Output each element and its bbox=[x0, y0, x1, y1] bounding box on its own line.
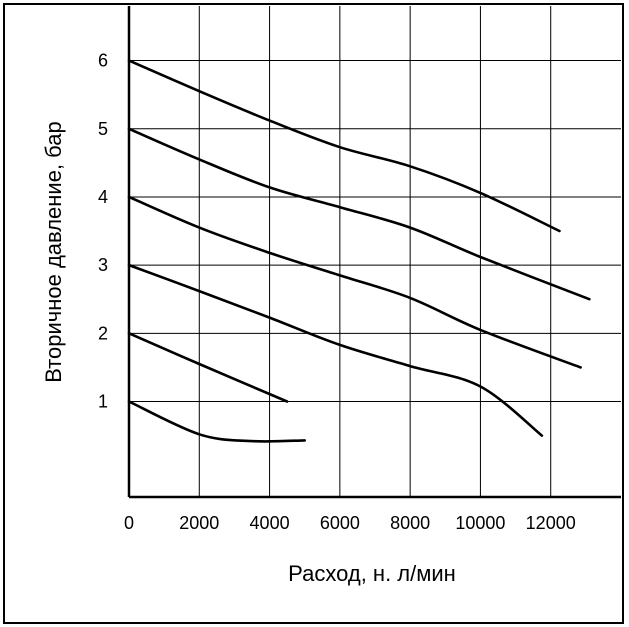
axes bbox=[127, 6, 621, 499]
curves bbox=[127, 59, 591, 443]
series-line-1 bbox=[127, 59, 561, 233]
series-line-4 bbox=[127, 263, 544, 437]
y-axis-title: Вторичное давление, бар bbox=[41, 121, 66, 383]
x-tick-label: 10000 bbox=[455, 513, 505, 533]
series-line-3 bbox=[127, 195, 582, 369]
x-axis-title: Расход, н. л/мин bbox=[288, 561, 456, 586]
y-tick-label: 3 bbox=[98, 255, 108, 275]
x-tick-label: 0 bbox=[124, 513, 134, 533]
x-tick-label: 6000 bbox=[320, 513, 360, 533]
x-tick-labels: 0 2000 4000 6000 8000 10000 12000 bbox=[124, 513, 576, 533]
y-tick-label: 1 bbox=[98, 392, 108, 412]
y-tick-label: 6 bbox=[98, 51, 108, 71]
y-tick-label: 5 bbox=[98, 119, 108, 139]
x-tick-label: 12000 bbox=[526, 513, 576, 533]
y-tick-labels: 1 2 3 4 5 6 bbox=[98, 51, 108, 412]
grid bbox=[129, 6, 621, 497]
series-line-6 bbox=[127, 400, 306, 443]
x-tick-label: 8000 bbox=[390, 513, 430, 533]
x-tick-label: 2000 bbox=[179, 513, 219, 533]
series-line-2 bbox=[127, 127, 591, 301]
y-tick-label: 4 bbox=[98, 187, 108, 207]
x-tick-label: 4000 bbox=[250, 513, 290, 533]
chart-frame bbox=[3, 3, 624, 624]
series-line-5 bbox=[127, 332, 289, 403]
y-tick-label: 2 bbox=[98, 323, 108, 343]
